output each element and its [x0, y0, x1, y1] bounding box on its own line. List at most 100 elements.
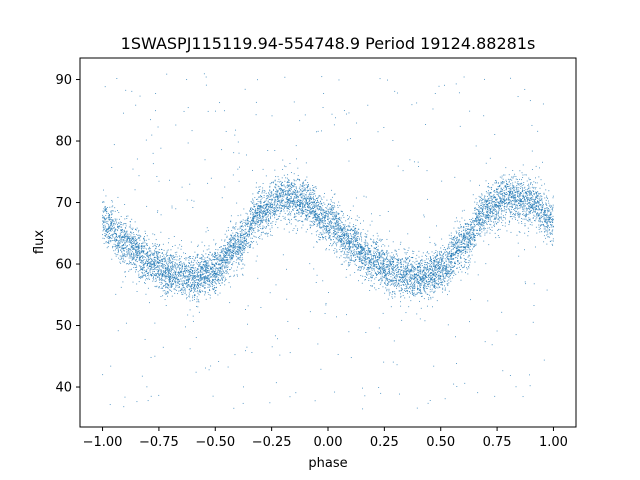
- data-point: [524, 199, 526, 201]
- data-point: [256, 209, 258, 211]
- data-point: [288, 184, 289, 186]
- data-point: [389, 269, 391, 271]
- data-point: [166, 274, 168, 276]
- data-point: [502, 210, 504, 212]
- data-point: [507, 184, 508, 185]
- data-point: [488, 244, 490, 246]
- data-point: [318, 223, 320, 224]
- data-point: [539, 228, 541, 230]
- data-point: [135, 254, 137, 256]
- data-point: [291, 203, 293, 204]
- data-point: [440, 269, 442, 271]
- data-point: [170, 249, 172, 251]
- data-point: [333, 228, 335, 230]
- data-point: [133, 234, 135, 236]
- data-point: [357, 253, 359, 255]
- data-point: [548, 205, 550, 207]
- data-point: [281, 177, 283, 179]
- data-point: [532, 190, 534, 192]
- data-point: [176, 275, 177, 277]
- data-point: [127, 215, 129, 217]
- scatter-points: [102, 73, 554, 410]
- data-point: [150, 267, 152, 269]
- data-point: [445, 277, 446, 279]
- data-point: [355, 260, 356, 262]
- data-point: [498, 228, 499, 230]
- data-point: [345, 260, 347, 262]
- data-point: [369, 261, 371, 263]
- data-point: [459, 255, 461, 257]
- data-point: [463, 233, 464, 235]
- data-point: [132, 237, 134, 239]
- data-point: [325, 223, 327, 225]
- data-point: [485, 200, 487, 202]
- data-point: [325, 230, 327, 232]
- data-point: [419, 285, 421, 287]
- data-point: [412, 257, 414, 259]
- data-point: [544, 212, 546, 214]
- data-point: [239, 221, 241, 223]
- data-point: [438, 261, 440, 263]
- data-point: [369, 251, 371, 253]
- data-point: [239, 248, 241, 250]
- data-point: [543, 225, 545, 227]
- data-point: [378, 273, 379, 274]
- data-point: [372, 275, 374, 277]
- data-point: [200, 277, 202, 279]
- data-point: [108, 224, 110, 226]
- data-point: [536, 201, 538, 203]
- data-point: [244, 237, 246, 239]
- data-point: [430, 278, 432, 280]
- data-point: [454, 244, 456, 246]
- data-point: [475, 243, 477, 245]
- data-point: [217, 270, 219, 271]
- data-point: [266, 226, 267, 228]
- data-point: [358, 258, 360, 260]
- data-point: [354, 252, 356, 254]
- data-point: [485, 214, 487, 216]
- data-point: [167, 272, 169, 274]
- data-point: [135, 267, 137, 268]
- data-point: [283, 189, 285, 191]
- data-point: [448, 274, 450, 276]
- data-point: [157, 257, 159, 259]
- data-point: [381, 257, 383, 259]
- data-point: [338, 237, 340, 239]
- data-point: [488, 208, 490, 210]
- data-point: [544, 221, 546, 222]
- data-point: [471, 238, 473, 239]
- data-point: [317, 224, 319, 226]
- data-point: [421, 272, 423, 273]
- data-point: [240, 220, 242, 222]
- data-point: [384, 245, 386, 247]
- data-point: [166, 253, 168, 255]
- data-point: [337, 225, 339, 226]
- data-point: [352, 255, 354, 257]
- data-point: [394, 273, 396, 275]
- data-point: [150, 254, 151, 256]
- data-point: [138, 247, 140, 249]
- data-point: [415, 260, 417, 262]
- data-point: [531, 221, 533, 223]
- data-point: [384, 260, 385, 262]
- data-point: [214, 291, 216, 293]
- data-point: [318, 226, 320, 228]
- data-point: [349, 249, 351, 251]
- data-point: [156, 254, 158, 256]
- data-point: [360, 252, 362, 254]
- data-point: [350, 228, 352, 230]
- data-point: [133, 236, 135, 238]
- data-point: [447, 294, 448, 296]
- data-point: [551, 231, 553, 233]
- data-point: [416, 282, 418, 284]
- data-point: [467, 224, 469, 225]
- data-point: [406, 273, 408, 274]
- data-point: [402, 283, 404, 285]
- data-point: [339, 237, 341, 239]
- data-point: [176, 269, 178, 271]
- data-point: [138, 243, 140, 245]
- data-point: [489, 200, 491, 202]
- data-point: [400, 241, 402, 243]
- data-point: [164, 299, 166, 301]
- data-point: [471, 232, 473, 234]
